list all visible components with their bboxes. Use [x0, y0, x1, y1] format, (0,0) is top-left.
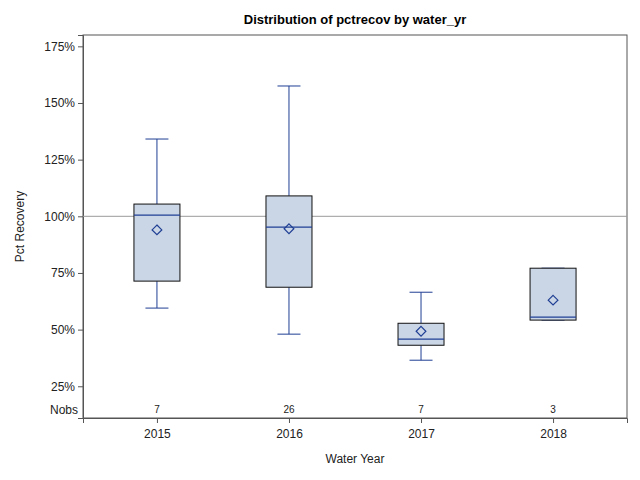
x-tick-mark	[553, 418, 554, 423]
x-axis-title: Water Year	[326, 452, 385, 466]
max-cap	[410, 292, 433, 293]
median-line	[134, 215, 180, 216]
mean-marker	[416, 326, 426, 336]
lower-whisker	[421, 345, 422, 360]
upper-whisker	[421, 292, 422, 323]
y-tick-mark	[78, 386, 83, 387]
box	[134, 139, 180, 308]
min-cap	[277, 334, 300, 335]
x-tick-mark	[289, 418, 290, 423]
median-line	[266, 227, 312, 228]
x-axis-line	[84, 419, 628, 424]
min-cap	[410, 360, 433, 361]
x-tick-label: 2015	[144, 427, 171, 441]
y-axis-line	[78, 36, 84, 419]
y-tick: 100%	[44, 210, 83, 224]
box-body	[398, 323, 444, 345]
median-line	[398, 339, 444, 340]
chart: Distribution of pctrecov by water_yr 25% 5…	[0, 0, 640, 480]
median-line	[530, 317, 576, 318]
x-tick-mark	[421, 418, 422, 423]
title: Distribution of pctrecov by water_yr	[244, 12, 467, 27]
y-tick: 75%	[51, 266, 83, 280]
lower-whisker	[288, 287, 289, 334]
lower-whisker	[156, 281, 157, 308]
nobs-value: 7	[154, 404, 160, 415]
y-tick-mark	[78, 273, 83, 274]
x-tick-label: 2017	[408, 427, 435, 441]
nobs-value: 26	[283, 404, 295, 415]
y-tick-mark	[78, 330, 83, 331]
x-tick: 2015	[144, 418, 171, 441]
y-tick-mark	[78, 46, 83, 47]
y-axis-title: Pct Recovery	[13, 191, 27, 262]
y-tick: 125%	[44, 153, 83, 167]
upper-whisker	[156, 139, 157, 204]
box-body	[530, 268, 576, 320]
y-tick-label: 50%	[51, 323, 75, 337]
upper-whisker	[288, 86, 289, 196]
box-body	[134, 204, 180, 281]
y-tick: 175%	[44, 40, 83, 54]
y-tick-label: 75%	[51, 266, 75, 280]
y-tick-mark	[78, 160, 83, 161]
plot-area	[83, 86, 627, 360]
x-axis: 2015 2016 2017 2018	[84, 418, 628, 441]
nobs-value: 3	[550, 404, 556, 415]
y-tick: 50%	[51, 323, 83, 337]
box	[266, 86, 312, 334]
y-tick-label: 25%	[51, 380, 75, 394]
box-body	[266, 196, 312, 287]
nobs-label: Nobs	[50, 403, 78, 417]
y-tick: 150%	[44, 96, 83, 110]
y-tick-label: 150%	[44, 96, 75, 110]
plot-frame	[83, 35, 627, 418]
box	[530, 268, 576, 320]
y-tick-label: 100%	[44, 210, 75, 224]
min-cap	[145, 308, 168, 309]
mean-marker	[284, 224, 294, 234]
x-tick-label: 2018	[540, 427, 567, 441]
y-axis: 25% 50% 75% 100% 125% 150% 175%	[44, 36, 83, 419]
max-cap	[145, 139, 168, 140]
y-tick-label: 175%	[44, 40, 75, 54]
y-tick: 25%	[51, 380, 83, 394]
mean-marker	[152, 225, 162, 235]
mean-marker	[548, 295, 558, 305]
x-tick: 2018	[540, 418, 567, 441]
x-tick: 2017	[408, 418, 435, 441]
y-tick-label: 125%	[44, 153, 75, 167]
y-tick-mark	[78, 216, 83, 217]
nobs-value: 7	[418, 404, 424, 415]
x-tick-label: 2016	[276, 427, 303, 441]
x-tick: 2016	[276, 418, 303, 441]
x-tick-mark	[157, 418, 158, 423]
y-tick-mark	[78, 103, 83, 104]
max-cap	[277, 85, 300, 86]
box	[398, 292, 444, 360]
